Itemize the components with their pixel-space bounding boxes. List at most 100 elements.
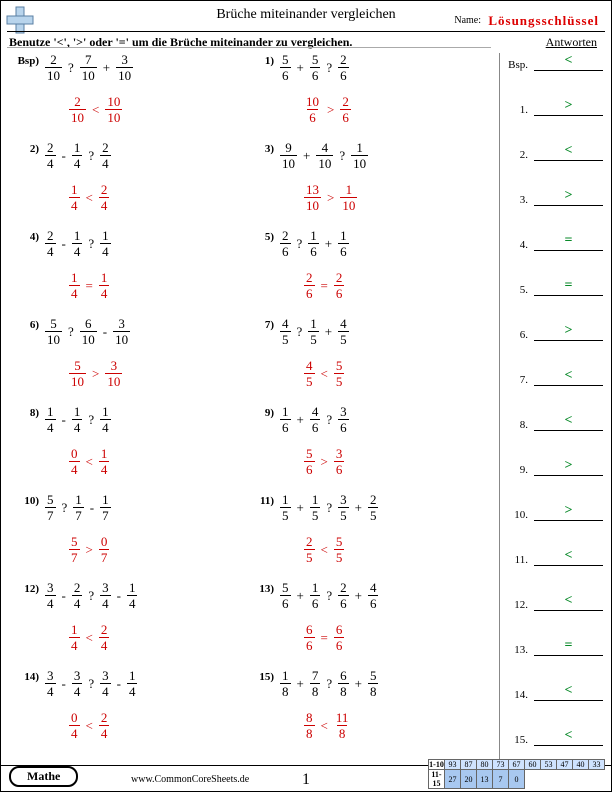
fraction: 25 — [368, 493, 379, 522]
fraction: 57 — [69, 535, 80, 564]
problem-expression: 26?16+16 — [280, 229, 349, 258]
fraction: 14 — [72, 405, 83, 434]
worksheet-page: Brüche miteinander vergleichen Name: Lös… — [0, 0, 612, 792]
problem-expression: 510?610-310 — [45, 317, 130, 346]
fraction: 26 — [334, 271, 345, 300]
answer-label: 4. — [506, 239, 528, 251]
answer-label: 5. — [506, 284, 528, 296]
problem-number: 9) — [244, 407, 274, 419]
fraction: 14 — [100, 229, 111, 258]
fraction: 910 — [280, 141, 297, 170]
fraction: 14 — [127, 581, 138, 610]
fraction: 34 — [72, 669, 83, 698]
fraction: 610 — [80, 317, 97, 346]
problem: 6)510?610-310510>310 — [9, 315, 239, 401]
problem-number: Bsp) — [9, 55, 39, 67]
fraction: 16 — [308, 229, 319, 258]
fraction: 78 — [310, 669, 321, 698]
fraction: 18 — [280, 669, 291, 698]
problems-area: Bsp)210?710+310210<10102)24-14?2414<244)… — [9, 51, 479, 761]
answer-label: 7. — [506, 374, 528, 386]
problem-expression: 34-34?34-14 — [45, 669, 137, 698]
answer-label: Bsp. — [506, 59, 528, 71]
answer-value: < — [534, 368, 603, 386]
fraction: 15 — [280, 493, 291, 522]
fraction: 66 — [304, 623, 315, 652]
fraction: 26 — [338, 581, 349, 610]
answer-value: = — [534, 638, 603, 656]
fraction: 34 — [100, 581, 111, 610]
fraction: 04 — [69, 447, 80, 476]
problem: 11)15+15?35+2525<55 — [244, 491, 474, 577]
fraction: 510 — [69, 359, 86, 388]
answer-label: 3. — [506, 194, 528, 206]
answer-value: < — [534, 728, 603, 746]
problem: 15)18+78?68+5888<118 — [244, 667, 474, 753]
answer-value: < — [534, 53, 603, 71]
problem-answer: 57>07 — [69, 535, 109, 564]
fraction: 510 — [45, 317, 62, 346]
answer-row: 13. = — [506, 638, 603, 656]
problem-number: 14) — [9, 671, 39, 683]
problem-number: 13) — [244, 583, 274, 595]
fraction: 24 — [99, 711, 110, 740]
problem: 9)16+46?3656>36 — [244, 403, 474, 489]
fraction: 24 — [45, 229, 56, 258]
problem: 8)14-14?1404<14 — [9, 403, 239, 489]
name-label: Name: — [454, 15, 481, 26]
fraction: 14 — [99, 447, 110, 476]
answer-label: 13. — [506, 644, 528, 656]
answer-row: 3. > — [506, 188, 603, 206]
divider — [7, 47, 491, 48]
problem-number: 3) — [244, 143, 274, 155]
answers-column: Bsp.<1.>2.<3.>4.=5.=6.>7.<8.<9.>10.>11.<… — [499, 53, 603, 761]
grade-table: 1-10 93 87 80 73 67 60 53 47 40 33 11-15… — [428, 759, 605, 789]
fraction: 24 — [100, 141, 111, 170]
answer-row: 15.< — [506, 728, 603, 746]
fraction: 24 — [99, 183, 110, 212]
problem-answer: 14=14 — [69, 271, 109, 300]
problem: 4)24-14?1414=14 — [9, 227, 239, 313]
answer-label: 10. — [506, 509, 528, 521]
site-url: www.CommonCoreSheets.de — [131, 774, 249, 785]
problem-expression: 24-14?24 — [45, 141, 111, 170]
problem: 13)56+16?26+4666=66 — [244, 579, 474, 665]
problem: 10)57?17-1757>07 — [9, 491, 239, 577]
fraction: 1010 — [105, 95, 122, 124]
problem: 2)24-14?2414<24 — [9, 139, 239, 225]
fraction: 14 — [69, 623, 80, 652]
fraction: 14 — [45, 405, 56, 434]
subject-badge: Mathe — [9, 766, 78, 787]
fraction: 310 — [116, 53, 133, 82]
fraction: 24 — [72, 581, 83, 610]
answer-value: > — [534, 323, 603, 341]
fraction: 14 — [69, 271, 80, 300]
answer-label: 9. — [506, 464, 528, 476]
problem-expression: 210?710+310 — [45, 53, 133, 82]
fraction: 57 — [45, 493, 56, 522]
problem-number: 2) — [9, 143, 39, 155]
answer-value: > — [534, 188, 603, 206]
fraction: 110 — [351, 141, 368, 170]
answer-value: < — [534, 143, 603, 161]
fraction: 14 — [72, 229, 83, 258]
problem-number: 15) — [244, 671, 274, 683]
problem-expression: 910+410?110 — [280, 141, 368, 170]
fraction: 56 — [280, 53, 291, 82]
problem-number: 6) — [9, 319, 39, 331]
problem: 1)56+56?26106>26 — [244, 51, 474, 137]
fraction: 26 — [304, 271, 315, 300]
answer-row: 12.< — [506, 593, 603, 611]
answer-value: < — [534, 593, 603, 611]
fraction: 710 — [80, 53, 97, 82]
problem-answer: 1310>110 — [304, 183, 357, 212]
answer-label: 6. — [506, 329, 528, 341]
problem-expression: 14-14?14 — [45, 405, 111, 434]
answer-label: 2. — [506, 149, 528, 161]
answer-row: 5.= — [506, 278, 603, 296]
answer-row: Bsp. < — [506, 53, 603, 71]
answer-value: < — [534, 548, 603, 566]
answers-header: Antworten — [546, 35, 597, 50]
answer-value: > — [534, 98, 603, 116]
problem-answer: 56>36 — [304, 447, 344, 476]
